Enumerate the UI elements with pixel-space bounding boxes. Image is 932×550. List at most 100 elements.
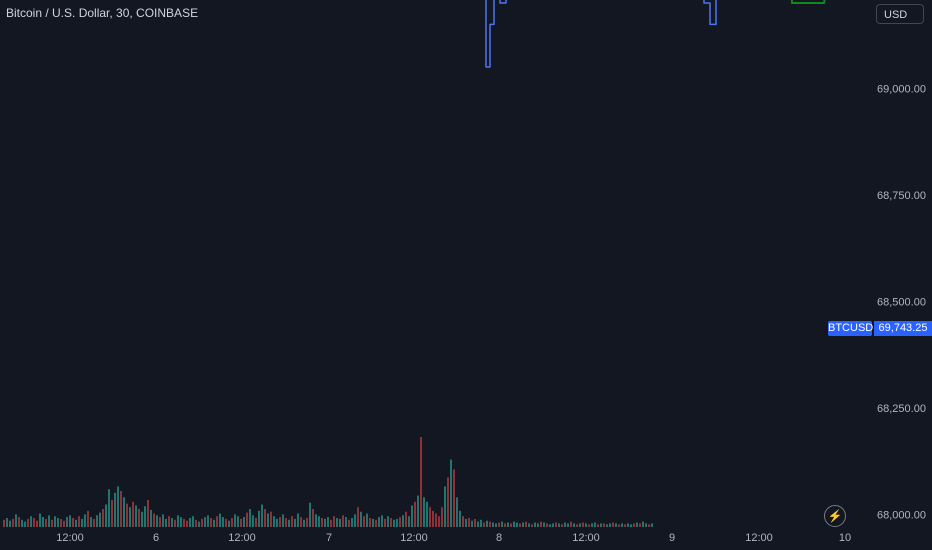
volume-bar [639,523,641,527]
volume-bar [336,518,338,527]
volume-bar [339,518,341,527]
volume-bar [222,517,224,527]
volume-bar [129,507,131,527]
volume-bar [39,513,41,527]
volume-bar [462,516,464,527]
x-axis: 12:00 6 12:00 7 12:00 8 12:00 9 12:00 10 [56,532,851,544]
volume-bar [576,524,578,527]
volume-bar [564,522,566,527]
volume-bar [84,514,86,527]
volume-bar [99,512,101,527]
currency-button[interactable]: USD [876,4,924,24]
volume-bar [612,522,614,527]
volume-bar [144,506,146,527]
price-badge: 69,743.25 [874,321,932,336]
volume-bars [3,437,653,527]
volume-bar [186,520,188,527]
volume-bar [537,523,539,527]
volume-bar [321,518,323,527]
volume-bar [573,523,575,527]
x-tick-label: 6 [153,532,159,544]
x-tick-label: 12:00 [400,532,428,544]
y-tick-label: 68,750.00 [877,190,926,202]
volume-bar [9,520,11,527]
volume-bar [30,516,32,527]
volume-bar [264,509,266,527]
volume-bar [90,517,92,527]
volume-bar [477,521,479,527]
volume-bar [360,511,362,527]
lightning-icon[interactable]: ⚡ [824,505,846,527]
volume-bar [315,514,317,527]
volume-bar [111,500,113,527]
volume-bar [603,523,605,527]
volume-bar [351,518,353,527]
volume-bar [66,517,68,527]
volume-bar [243,517,245,527]
volume-bar [411,505,413,527]
volume-bar [237,516,239,527]
volume-bar [267,513,269,527]
volume-bar [342,515,344,527]
volume-bar [558,523,560,527]
price-line [485,0,717,68]
volume-bar [117,486,119,527]
volume-bar [375,519,377,527]
volume-bar [519,523,521,527]
volume-bar [60,518,62,527]
volume-bar [204,517,206,527]
volume-bar [72,518,74,527]
volume-bar [45,518,47,527]
volume-bar [216,516,218,527]
volume-bar [183,518,185,527]
volume-bar [330,519,332,527]
volume-bar [399,517,401,527]
volume-bar [492,522,494,527]
volume-bar [282,514,284,527]
x-tick-label: 12:00 [228,532,256,544]
volume-bar [57,518,59,527]
x-tick-label: 7 [326,532,332,544]
volume-bar [486,520,488,527]
volume-bar [24,521,26,527]
volume-bar [588,524,590,527]
volume-bar [648,524,650,527]
volume-bar [510,523,512,527]
volume-bar [141,511,143,527]
volume-bar [528,523,530,527]
volume-bar [231,518,233,527]
volume-bar [432,510,434,527]
volume-bar [126,503,128,527]
volume-bar [177,515,179,527]
volume-bar [516,522,518,527]
volume-bar [48,515,50,527]
volume-bar [489,521,491,527]
volume-bar [450,459,452,527]
volume-bar [15,514,17,527]
volume-bar [408,516,410,527]
volume-bar [597,524,599,527]
x-tick-label: 12:00 [56,532,84,544]
volume-bar [81,518,83,527]
volume-bar [102,509,104,527]
volume-bar [357,507,359,527]
volume-bar [540,521,542,527]
x-tick-label: 12:00 [745,532,773,544]
volume-bar [192,516,194,527]
volume-bar [483,522,485,527]
volume-bar [480,519,482,527]
volume-bar [438,516,440,527]
volume-bar [291,516,293,527]
volume-bar [174,519,176,527]
volume-bar [105,504,107,527]
volume-bar [6,518,8,527]
volume-bar [522,522,524,527]
volume-bar [33,518,35,527]
volume-bar [600,523,602,527]
volume-bar [135,505,137,527]
volume-bar [312,509,314,527]
volume-bar [447,477,449,527]
volume-bar [504,523,506,527]
volume-bar [123,497,125,527]
